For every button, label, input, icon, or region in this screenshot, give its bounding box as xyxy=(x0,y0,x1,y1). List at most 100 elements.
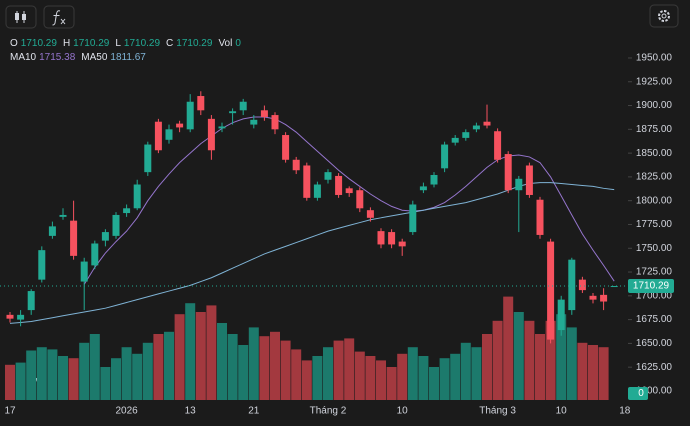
volume-bar xyxy=(312,356,323,400)
volume-bar xyxy=(365,356,376,400)
candle-body xyxy=(133,184,141,209)
y-tick-label: 1925.00 xyxy=(636,76,673,87)
volume-bar xyxy=(79,342,90,400)
volume-bar xyxy=(132,353,143,400)
candle-body xyxy=(292,159,300,171)
volume-bar xyxy=(58,356,68,400)
legend-label: MA10 xyxy=(10,52,37,63)
icon xyxy=(658,10,670,22)
volume-bar xyxy=(291,349,302,400)
candle-body xyxy=(366,210,374,218)
volume-bar xyxy=(429,367,439,400)
y-tick-label: 1600.00 xyxy=(636,386,673,397)
candle-body xyxy=(398,241,406,247)
ma-line xyxy=(9,182,615,324)
legend-label: MA50 xyxy=(81,52,108,63)
candle-body xyxy=(409,204,417,233)
legend-value: 1811.67 xyxy=(110,52,146,63)
volume-bar xyxy=(47,349,58,400)
volume-bar xyxy=(280,340,291,400)
volume-bar xyxy=(556,314,567,400)
volume-bar xyxy=(259,336,270,400)
candle-body xyxy=(557,299,565,331)
volume-bar xyxy=(566,327,577,400)
candle-body xyxy=(218,126,226,129)
candle-body xyxy=(154,121,162,151)
candle-body xyxy=(239,101,247,111)
volume-bar xyxy=(407,347,418,400)
candle-body xyxy=(345,188,353,194)
last-price-box xyxy=(628,279,674,294)
candle-body xyxy=(17,314,25,320)
candle-body xyxy=(525,165,533,195)
volume-bar xyxy=(524,320,535,400)
y-tick-label: 1825.00 xyxy=(636,172,673,183)
candle-body xyxy=(441,144,449,169)
legend-label: C xyxy=(166,38,174,49)
candle-body xyxy=(472,125,480,130)
volume-bar xyxy=(185,303,196,400)
volume-bar xyxy=(598,347,609,400)
icon xyxy=(52,10,66,26)
ma-legend: MA10 1715.38 MA50 1811.67 xyxy=(10,52,149,63)
y-tick-label: 1800.00 xyxy=(636,195,673,206)
y-tick-label: 1650.00 xyxy=(636,338,673,349)
volume-bar xyxy=(301,360,312,400)
volume-bar xyxy=(503,296,514,400)
volume-bar xyxy=(471,347,482,400)
candle-body xyxy=(207,118,215,151)
candle-body xyxy=(70,220,78,256)
volume-bar xyxy=(111,358,121,400)
candle-body xyxy=(313,184,321,198)
candle-body xyxy=(91,243,99,266)
volume-bar xyxy=(439,358,450,400)
candle-body xyxy=(271,115,279,130)
candle-body xyxy=(419,186,427,191)
volume-bar xyxy=(5,364,15,400)
volume-bar xyxy=(545,320,556,400)
candle-body xyxy=(144,144,152,173)
candle-body xyxy=(504,154,512,191)
candle-body xyxy=(250,119,258,125)
candle-body xyxy=(451,137,459,143)
volume-bar xyxy=(482,334,492,400)
x-tick-label: 2026 xyxy=(115,406,138,417)
candle-body xyxy=(494,131,502,160)
volume-bar xyxy=(418,356,429,400)
icon xyxy=(661,13,667,19)
legend-label: L xyxy=(115,38,121,49)
candle-body xyxy=(186,101,194,130)
candle-body xyxy=(388,232,396,245)
legend-label: H xyxy=(62,38,71,49)
indicator-button[interactable] xyxy=(43,5,75,29)
last-price-label: 1710.29 xyxy=(633,281,670,292)
volume-bar xyxy=(26,350,37,400)
y-tick-label: 1850.00 xyxy=(636,148,673,159)
candle-body xyxy=(578,279,586,291)
last-volume-box xyxy=(628,387,648,400)
volume-bar xyxy=(397,353,408,400)
volume-bar xyxy=(376,360,386,400)
volume-bar xyxy=(248,327,259,400)
settings-button[interactable] xyxy=(649,4,679,28)
candle-button[interactable] xyxy=(5,5,37,29)
x-tick-label: Tháng 2 xyxy=(310,406,347,417)
candle-body xyxy=(536,199,544,235)
y-tick-label: 1750.00 xyxy=(636,243,673,254)
candle-body xyxy=(176,123,184,128)
candle-body xyxy=(610,286,618,288)
legend-value: 1710.29 xyxy=(20,38,57,49)
candle-body xyxy=(324,172,332,180)
candle-body xyxy=(48,226,56,236)
volume-bar xyxy=(206,305,217,400)
candle-body xyxy=(547,241,555,340)
y-tick-label: 1725.00 xyxy=(636,267,673,278)
candle-body xyxy=(430,174,438,185)
volume-bar xyxy=(121,347,132,400)
toolbar xyxy=(5,4,679,29)
y-tick-label: 1875.00 xyxy=(636,124,673,135)
candle-body xyxy=(59,214,67,217)
candle-body xyxy=(568,259,576,311)
volume-bar xyxy=(513,312,524,400)
